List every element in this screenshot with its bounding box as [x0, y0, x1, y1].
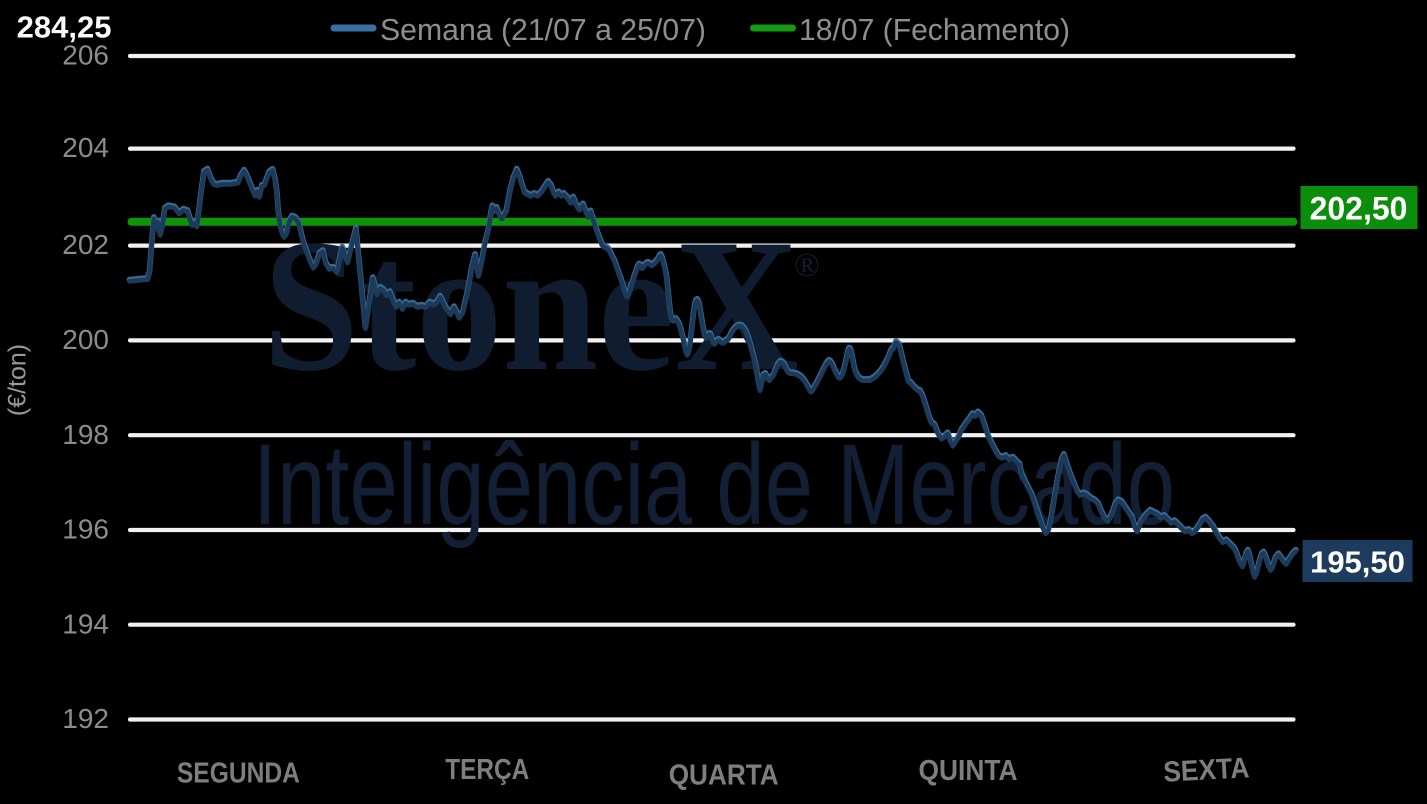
svg-text:QUARTA: QUARTA — [669, 760, 779, 792]
svg-text:194: 194 — [62, 608, 109, 639]
svg-text:192: 192 — [62, 703, 109, 734]
svg-text:TERÇA: TERÇA — [445, 754, 529, 786]
svg-text:198: 198 — [62, 419, 109, 450]
svg-text:204: 204 — [62, 132, 109, 163]
svg-text:196: 196 — [62, 514, 109, 545]
svg-text:18/07 (Fechamento): 18/07 (Fechamento) — [799, 13, 1070, 47]
svg-text:QUINTA: QUINTA — [919, 755, 1018, 787]
svg-text:SEGUNDA: SEGUNDA — [177, 758, 300, 790]
svg-text:202: 202 — [62, 229, 109, 260]
svg-text:StoneX: StoneX — [263, 201, 799, 411]
svg-text:206: 206 — [62, 40, 109, 71]
svg-text:Semana (21/07 a 25/07): Semana (21/07 a 25/07) — [380, 13, 706, 47]
svg-text:195,50: 195,50 — [1310, 544, 1405, 579]
svg-text:SEXTA: SEXTA — [1163, 752, 1251, 788]
svg-text:200: 200 — [62, 324, 109, 355]
svg-text:(€/ton): (€/ton) — [4, 344, 32, 416]
svg-text:Inteligência de Mercado: Inteligência de Mercado — [253, 421, 1175, 549]
svg-text:284,25: 284,25 — [17, 10, 112, 45]
svg-text:®: ® — [794, 247, 820, 284]
svg-text:202,50: 202,50 — [1310, 190, 1408, 226]
